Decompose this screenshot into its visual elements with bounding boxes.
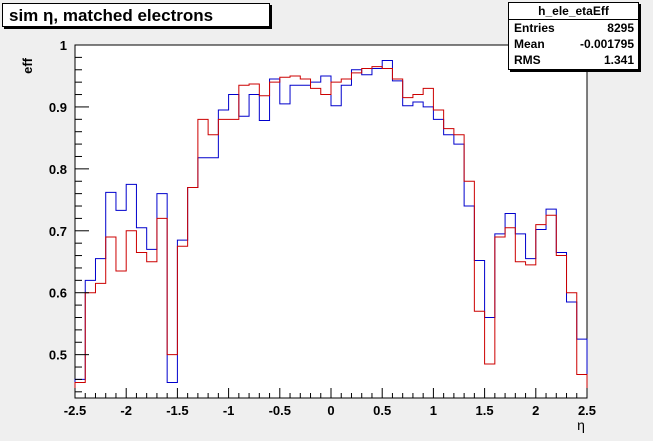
x-tick-label: 2.5 — [578, 403, 596, 418]
chart-title: sim η, matched electrons — [2, 3, 270, 27]
x-tick-label: -2.5 — [64, 403, 86, 418]
x-tick-label: -0.5 — [269, 403, 291, 418]
x-tick-label: -1.5 — [166, 403, 188, 418]
x-axis-label: η — [577, 417, 585, 433]
x-tick-label: 2 — [532, 403, 539, 418]
y-tick-label: 0.7 — [49, 224, 67, 239]
y-axis-label: eff — [20, 57, 35, 74]
histogram-series-2 — [74, 66, 588, 398]
stats-label: Entries — [514, 21, 555, 35]
y-tick-label: 0.6 — [49, 286, 67, 301]
stats-label: RMS — [514, 53, 541, 67]
x-tick-label: -1 — [223, 403, 235, 418]
y-tick-label: 0.8 — [49, 162, 67, 177]
y-tick-label: 0.5 — [49, 348, 67, 363]
x-tick-label: 0 — [327, 403, 334, 418]
stats-row-rms: RMS 1.341 — [509, 52, 638, 68]
axis-layer: -2.5 -2 -1.5 -1 -0.5 0 0.5 1 1.5 2 2.5 0.5 0.6 0.7 0.8… — [49, 38, 596, 418]
x-tick-label: 1 — [430, 403, 437, 418]
stats-histogram-name: h_ele_etaEff — [509, 3, 638, 20]
stats-value: 8295 — [607, 21, 634, 35]
stats-row-entries: Entries 8295 — [509, 20, 638, 36]
series-layer — [74, 59, 588, 398]
y-tick-label: 0.9 — [49, 100, 67, 115]
stats-row-mean: Mean -0.001795 — [509, 36, 638, 52]
stats-value: 1.341 — [603, 53, 634, 67]
x-tick-label: 0.5 — [373, 403, 391, 418]
y-tick-label: 1 — [60, 38, 67, 53]
x-tick-label: -2 — [120, 403, 132, 418]
x-tick-label: 1.5 — [476, 403, 494, 418]
stats-value: -0.001795 — [579, 37, 634, 51]
stats-box: h_ele_etaEff Entries 8295 Mean -0.001795… — [508, 2, 639, 70]
stats-label: Mean — [514, 37, 545, 51]
